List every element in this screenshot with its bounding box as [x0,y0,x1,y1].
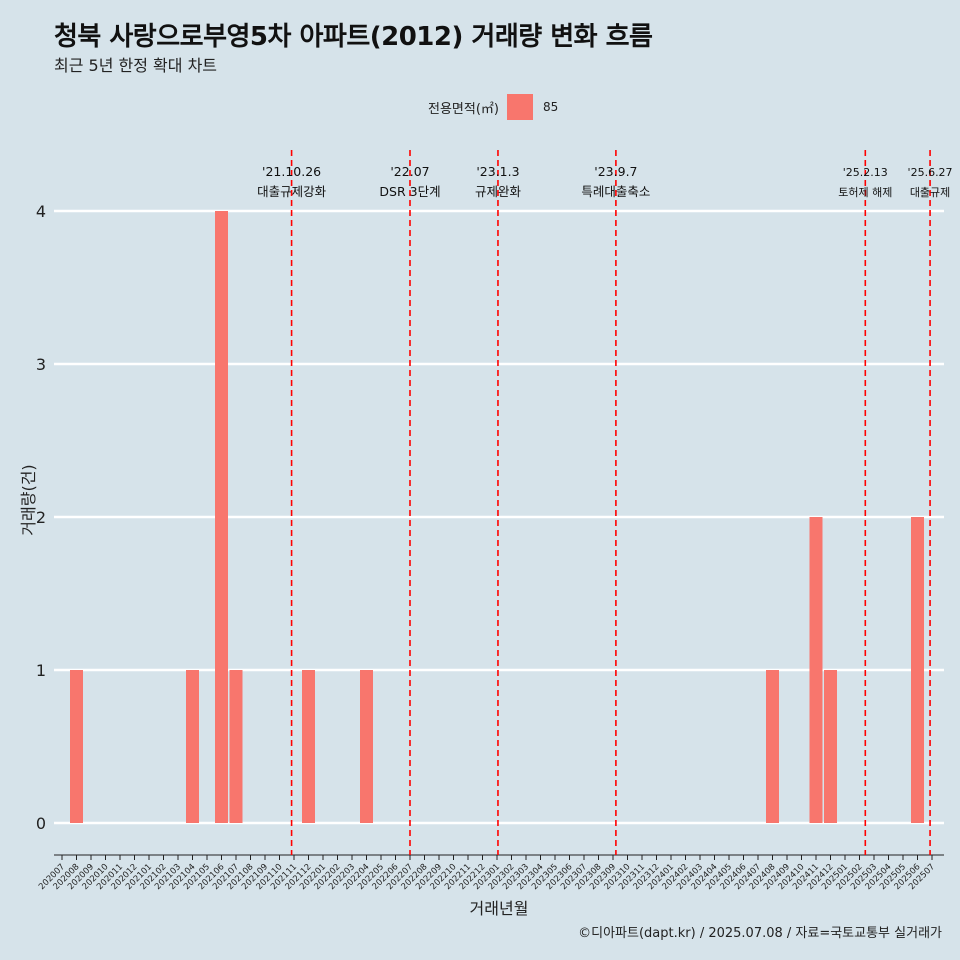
bar [360,670,373,823]
legend-swatch [506,94,533,120]
y-tick-label: 0 [36,814,46,833]
x-axis-title: 거래년월 [470,899,529,918]
legend-label: 85 [542,100,559,114]
y-axis-title: 거래량(건) [19,464,38,535]
bar [302,670,315,823]
bar [824,670,837,823]
y-tick-label: 1 [36,661,46,680]
event-date-label: '21.10.26 [262,164,321,179]
source-caption: ©디아파트(dapt.kr) / 2025.07.08 / 자료=국토교통부 실… [578,926,942,941]
event-label: 대출규제강화 [257,184,327,199]
event-label: DSR 3단계 [379,184,440,199]
bar [229,670,243,823]
event-date-label: '23.9.7 [594,164,637,179]
event-label: 토허제 해제 [838,185,892,199]
bar [215,211,228,823]
bar [809,517,823,823]
event-date-label: '23.1.3 [476,164,519,179]
bar [186,670,199,823]
y-tick-label: 3 [36,355,46,374]
bar [766,670,779,823]
event-label: 규제완화 [475,184,522,199]
event-label: 특례대출축소 [581,184,650,199]
y-tick-label: 2 [36,508,46,527]
event-date-label: '25.6.27 [908,166,953,179]
chart-subtitle: 최근 5년 한정 확대 차트 [54,56,218,75]
chart-title: 청북 사랑으로부영5차 아파트(2012) 거래량 변화 흐름 [54,22,653,52]
legend: 전용면적(㎡) 85 [428,94,558,120]
event-date-label: '22.07 [390,164,429,179]
y-tick-label: 4 [36,202,46,221]
event-label: 대출규제 [910,186,950,199]
event-date-label: '25.2.13 [843,166,888,179]
bar [70,670,83,823]
bar [911,517,924,823]
legend-title: 전용면적(㎡) [428,101,499,117]
